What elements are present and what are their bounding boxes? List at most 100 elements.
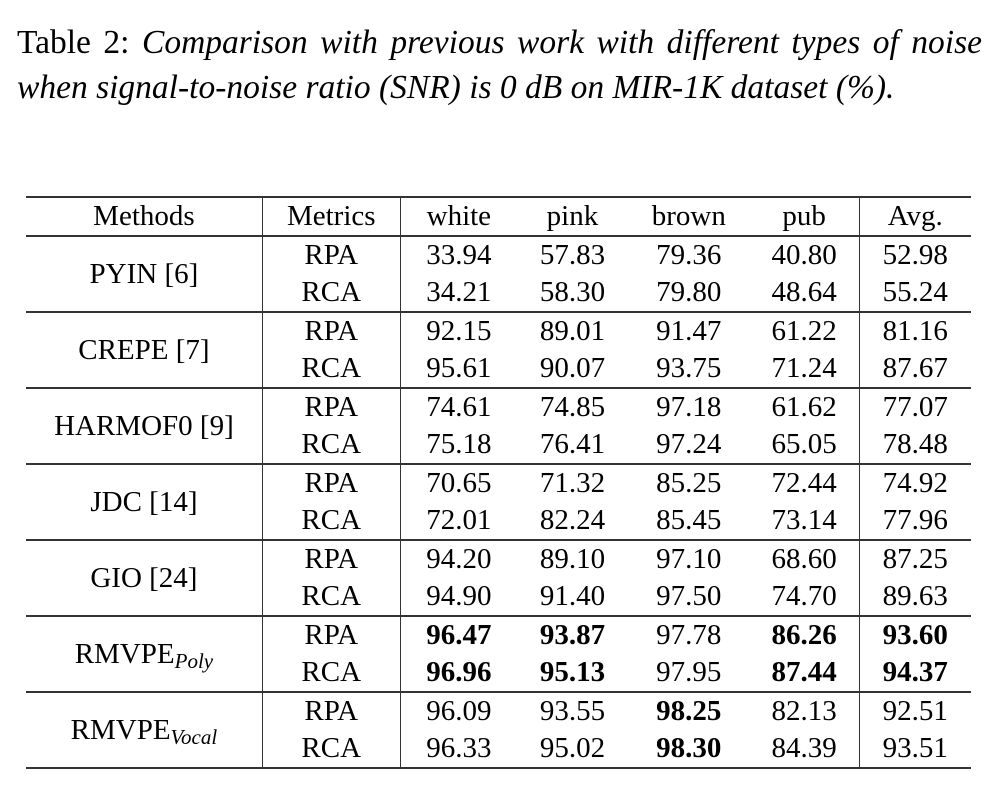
value-cell-brown: 93.75 bbox=[656, 352, 722, 384]
value-cell-pink: 93.55 bbox=[539, 695, 606, 727]
method-name: RMVPE bbox=[70, 713, 171, 746]
value-cell-pub: 72.44 bbox=[749, 464, 860, 502]
value-cell-white: 96.47 bbox=[426, 619, 492, 651]
method-cell: RMVPEPoly bbox=[26, 616, 263, 692]
value-cell-white: 70.65 bbox=[426, 467, 492, 499]
method-cell: CREPE [7] bbox=[26, 312, 263, 388]
value-cell-brown: 85.45 bbox=[656, 504, 722, 536]
value-cell-pink: 71.32 bbox=[539, 467, 606, 499]
table-row: GIO [24] RPA 94.20 89.10 97.10 68.60 87.25 bbox=[26, 540, 971, 616]
value-cell-pub: 87.44 bbox=[749, 654, 860, 692]
method-subscript: Poly bbox=[174, 648, 214, 673]
value-cell-brown: 79.36 bbox=[656, 239, 722, 271]
metric-cell: RPA bbox=[262, 236, 401, 274]
table-row: HARMOF0 [9] RPA 74.61 74.85 97.18 61.62 77.07 bbox=[26, 388, 971, 464]
value-cell-avg: 93.60 bbox=[882, 619, 948, 651]
value-cell-avg: 52.98 bbox=[882, 239, 948, 271]
method-name: JDC [14] bbox=[90, 485, 198, 518]
metric-cell: RCA bbox=[262, 350, 401, 388]
value-cell-pink: 95.13 bbox=[539, 656, 606, 688]
value-cell-pink: 95.02 bbox=[539, 732, 606, 764]
value-cell-avg: 55.24 bbox=[882, 276, 948, 308]
method-cell: RMVPEVocal bbox=[26, 692, 263, 768]
value-cell-avg: 78.48 bbox=[882, 428, 948, 460]
value-cell-brown: 98.25 bbox=[656, 695, 722, 727]
table-caption: Table 2: Comparison with previous work w… bbox=[17, 20, 982, 110]
metric-cell: RCA bbox=[262, 426, 401, 464]
value-cell-brown: 97.50 bbox=[656, 580, 722, 612]
table-row: RCA 34.21 58.30 79.80 48.64 55.24 bbox=[26, 274, 971, 312]
method-cell: HARMOF0 [9] bbox=[26, 388, 263, 464]
value-cell-avg: 74.92 bbox=[882, 467, 948, 499]
value-cell-white: 74.61 bbox=[426, 391, 492, 423]
value-cell-avg: 93.51 bbox=[882, 732, 948, 764]
method-group: RMVPEVocal RPA 96.09 93.55 98.25 82.13 92.51 RC… bbox=[26, 692, 971, 768]
caption-label: Table 2: bbox=[17, 24, 130, 61]
value-cell-pub: 40.80 bbox=[749, 236, 860, 274]
table-row: RCA 94.90 91.40 97.50 74.70 89.63 bbox=[26, 578, 971, 616]
value-cell-brown: 85.25 bbox=[656, 467, 722, 499]
value-cell-brown: 97.10 bbox=[656, 543, 722, 575]
metric-cell: RPA bbox=[262, 616, 401, 654]
header-brown: brown bbox=[651, 200, 726, 232]
metric-cell: RCA bbox=[262, 274, 401, 312]
value-cell-white: 75.18 bbox=[426, 428, 492, 460]
metric-cell: RPA bbox=[262, 692, 401, 730]
value-cell-pub: 74.70 bbox=[749, 578, 860, 616]
value-cell-white: 96.33 bbox=[426, 732, 492, 764]
value-cell-avg: 94.37 bbox=[882, 656, 948, 688]
method-cell: PYIN [6] bbox=[26, 236, 263, 312]
value-cell-white: 96.09 bbox=[426, 695, 492, 727]
value-cell-pink: 93.87 bbox=[539, 619, 606, 651]
value-cell-white: 33.94 bbox=[426, 239, 492, 271]
value-cell-pub: 68.60 bbox=[749, 540, 860, 578]
table-row: RCA 72.01 82.24 85.45 73.14 77.96 bbox=[26, 502, 971, 540]
value-cell-pub: 73.14 bbox=[749, 502, 860, 540]
method-subscript: Vocal bbox=[170, 724, 218, 749]
value-cell-avg: 87.25 bbox=[882, 543, 948, 575]
value-cell-pink: 58.30 bbox=[539, 276, 606, 308]
table-row: RMVPEVocal RPA 96.09 93.55 98.25 82.13 92.51 bbox=[26, 692, 971, 768]
method-name: GIO [24] bbox=[90, 561, 198, 594]
method-name: CREPE [7] bbox=[78, 333, 210, 366]
value-cell-pub: 61.22 bbox=[749, 312, 860, 350]
table-row: RCA 96.33 95.02 98.30 84.39 93.51 bbox=[26, 730, 971, 768]
value-cell-pub: 86.26 bbox=[749, 616, 860, 654]
header-white: white bbox=[426, 200, 492, 232]
header-metrics: Metrics bbox=[262, 197, 401, 236]
metric-cell: RPA bbox=[262, 464, 401, 502]
value-cell-pub: 61.62 bbox=[749, 388, 860, 426]
table-row: RCA 95.61 90.07 93.75 71.24 87.67 bbox=[26, 350, 971, 388]
header-row: Methods Metrics white pink brown pub Avg… bbox=[26, 197, 971, 236]
table-row: CREPE [7] RPA 92.15 89.01 91.47 61.22 81.16 bbox=[26, 312, 971, 388]
metric-cell: RCA bbox=[262, 730, 401, 768]
table-row: JDC [14] RPA 70.65 71.32 85.25 72.44 74.92 bbox=[26, 464, 971, 540]
metric-cell: RCA bbox=[262, 654, 401, 692]
value-cell-pink: 91.40 bbox=[539, 580, 606, 612]
value-cell-white: 34.21 bbox=[426, 276, 492, 308]
table-row: RCA 96.96 95.13 97.95 87.44 94.37 bbox=[26, 654, 971, 692]
method-group: PYIN [6] RPA 33.94 57.83 79.36 40.80 52.98 RCA 3… bbox=[26, 236, 971, 312]
method-cell: GIO [24] bbox=[26, 540, 263, 616]
value-cell-pink: 89.10 bbox=[539, 543, 606, 575]
value-cell-avg: 77.07 bbox=[882, 391, 948, 423]
table-row: RCA 75.18 76.41 97.24 65.05 78.48 bbox=[26, 426, 971, 464]
method-group: RMVPEPoly RPA 96.47 93.87 97.78 86.26 93.60 RCA… bbox=[26, 616, 971, 692]
header-pink: pink bbox=[546, 200, 599, 232]
metric-cell: RCA bbox=[262, 578, 401, 616]
value-cell-white: 94.90 bbox=[426, 580, 492, 612]
metric-cell: RCA bbox=[262, 502, 401, 540]
method-cell: JDC [14] bbox=[26, 464, 263, 540]
header-methods: Methods bbox=[26, 197, 263, 236]
value-cell-brown: 97.78 bbox=[656, 619, 722, 651]
value-cell-avg: 89.63 bbox=[882, 580, 948, 612]
value-cell-brown: 98.30 bbox=[656, 732, 722, 764]
caption-text: Comparison with previous work with diffe… bbox=[17, 24, 983, 106]
table-row: PYIN [6] RPA 33.94 57.83 79.36 40.80 52.98 bbox=[26, 236, 971, 312]
value-cell-pink: 57.83 bbox=[539, 239, 606, 271]
metric-cell: RPA bbox=[262, 540, 401, 578]
value-cell-white: 95.61 bbox=[426, 352, 492, 384]
table-row: RMVPEPoly RPA 96.47 93.87 97.78 86.26 93.60 bbox=[26, 616, 971, 692]
value-cell-brown: 91.47 bbox=[656, 315, 722, 347]
metric-cell: RPA bbox=[262, 312, 401, 350]
